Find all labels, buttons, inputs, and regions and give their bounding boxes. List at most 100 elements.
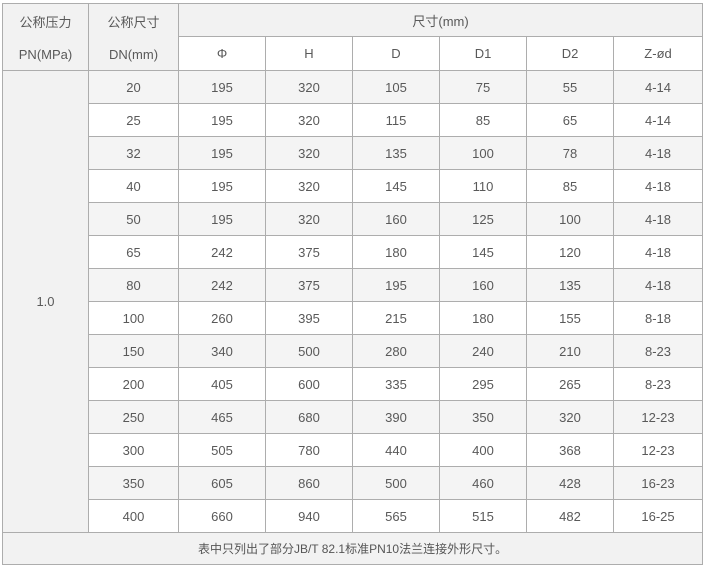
cell-d2: 55 [526, 70, 614, 104]
cell-d2: 320 [526, 400, 614, 434]
cell-z: 12-23 [612, 433, 704, 467]
cell-d: 160 [352, 202, 440, 236]
header-size-group: 尺寸(mm) [177, 3, 704, 37]
table-row: 25 195 320 115 85 65 4-14 [3, 103, 704, 137]
cell-d2: 155 [526, 301, 614, 335]
cell-h: 780 [265, 433, 353, 467]
header-col-h: H [265, 36, 353, 71]
cell-dn: 350 [88, 466, 179, 500]
cell-z: 4-18 [612, 202, 704, 236]
cell-dn: 300 [88, 433, 179, 467]
header-nominal-size: 公称尺寸 DN(mm) [88, 3, 179, 71]
cell-d1: 85 [439, 103, 527, 137]
cell-phi: 660 [178, 499, 266, 533]
cell-d2: 65 [526, 103, 614, 137]
cell-d1: 145 [439, 235, 527, 269]
cell-d1: 75 [439, 70, 527, 104]
cell-z: 16-25 [612, 499, 704, 533]
cell-d2: 368 [526, 433, 614, 467]
cell-h: 500 [265, 334, 353, 368]
cell-d2: 210 [526, 334, 614, 368]
cell-d: 145 [352, 169, 440, 203]
table-row: 400 660 940 565 515 482 16-25 [3, 499, 704, 533]
pn-value-cell: 1.0 [2, 70, 89, 533]
header-nominal-pressure-label: 公称压力 [19, 15, 72, 30]
cell-d2: 482 [526, 499, 614, 533]
cell-dn: 50 [88, 202, 179, 236]
table-row: 50 195 320 160 125 100 4-18 [3, 202, 704, 236]
footnote-text: 表中只列出了部分JB/T 82.1标准PN10法兰连接外形尺寸。 [1, 532, 704, 565]
cell-d: 135 [352, 136, 440, 170]
cell-h: 320 [265, 70, 353, 104]
header-row-groups: 公称压力 PN(MPa) 公称尺寸 DN(mm) 尺寸(mm) [2, 3, 704, 71]
cell-z: 8-18 [612, 301, 704, 335]
header-nominal-size-unit: DN(mm) [108, 47, 159, 62]
header-col-phi: Φ [178, 36, 266, 71]
cell-z: 4-18 [612, 169, 704, 203]
table-row: 40 195 320 145 110 85 4-18 [3, 169, 704, 203]
cell-dn: 250 [88, 400, 179, 434]
cell-phi: 195 [178, 136, 266, 170]
cell-z: 4-18 [612, 235, 704, 269]
table-row: 300 505 780 440 400 368 12-23 [3, 433, 704, 467]
cell-z: 16-23 [612, 466, 704, 500]
cell-dn: 200 [88, 367, 179, 401]
table-row: 250 465 680 390 350 320 12-23 [3, 400, 704, 434]
cell-dn: 20 [88, 70, 179, 104]
cell-dn: 65 [88, 235, 179, 269]
header-nominal-pressure-unit: PN(MPa) [18, 47, 73, 62]
cell-h: 860 [265, 466, 353, 500]
table-row: 150 340 500 280 240 210 8-23 [3, 334, 704, 368]
cell-dn: 80 [88, 268, 179, 302]
table-row: 65 242 375 180 145 120 4-18 [3, 235, 704, 269]
cell-h: 320 [265, 136, 353, 170]
header-col-d: D [352, 36, 440, 71]
cell-dn: 150 [88, 334, 179, 368]
cell-d: 280 [352, 334, 440, 368]
cell-phi: 260 [178, 301, 266, 335]
cell-d: 115 [352, 103, 440, 137]
cell-d2: 85 [526, 169, 614, 203]
cell-h: 395 [265, 301, 353, 335]
table-row: 1.0 20 195 320 105 75 55 4-14 [2, 70, 704, 533]
cell-d1: 350 [439, 400, 527, 434]
cell-phi: 340 [178, 334, 266, 368]
header-col-d2: D2 [526, 36, 614, 71]
cell-d: 195 [352, 268, 440, 302]
cell-dn: 400 [88, 499, 179, 533]
flange-dimension-table: 公称压力 PN(MPa) 公称尺寸 DN(mm) 尺寸(mm) Φ H D D1… [1, 3, 704, 565]
cell-d2: 428 [526, 466, 614, 500]
cell-z: 12-23 [612, 400, 704, 434]
cell-h: 600 [265, 367, 353, 401]
cell-h: 320 [265, 103, 353, 137]
header-row-subcolumns: Φ H D D1 D2 Z-ød [3, 36, 704, 71]
cell-phi: 465 [178, 400, 266, 434]
table-row: 80 242 375 195 160 135 4-18 [3, 268, 704, 302]
cell-h: 320 [265, 169, 353, 203]
cell-d1: 240 [439, 334, 527, 368]
header-col-d1: D1 [439, 36, 527, 71]
cell-z: 8-23 [612, 334, 704, 368]
cell-h: 320 [265, 202, 353, 236]
cell-phi: 505 [178, 433, 266, 467]
cell-phi: 195 [178, 169, 266, 203]
cell-h: 375 [265, 235, 353, 269]
cell-d1: 180 [439, 301, 527, 335]
cell-d1: 125 [439, 202, 527, 236]
cell-d1: 460 [439, 466, 527, 500]
footnote-row: 表中只列出了部分JB/T 82.1标准PN10法兰连接外形尺寸。 [1, 532, 704, 565]
cell-d: 565 [352, 499, 440, 533]
header-nominal-size-label: 公称尺寸 [107, 15, 160, 30]
cell-d: 335 [352, 367, 440, 401]
cell-d: 500 [352, 466, 440, 500]
cell-d: 215 [352, 301, 440, 335]
cell-d2: 78 [526, 136, 614, 170]
cell-phi: 405 [178, 367, 266, 401]
cell-d2: 265 [526, 367, 614, 401]
cell-h: 375 [265, 268, 353, 302]
cell-dn: 25 [88, 103, 179, 137]
table-row: 200 405 600 335 295 265 8-23 [3, 367, 704, 401]
cell-phi: 195 [178, 202, 266, 236]
cell-z: 4-14 [612, 103, 704, 137]
